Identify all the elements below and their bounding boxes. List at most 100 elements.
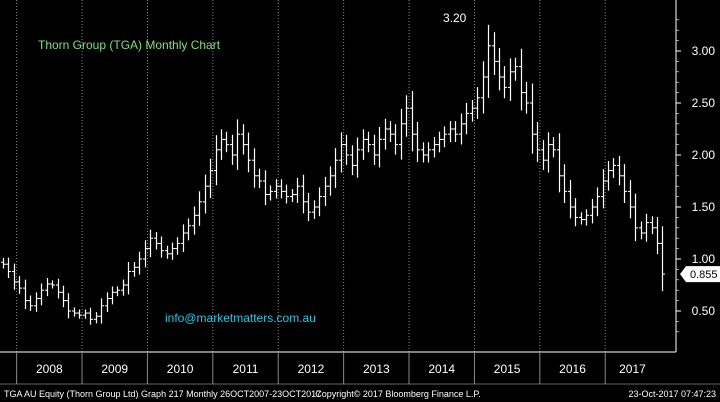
price-bar-Nov-2011 [268, 185, 273, 201]
price-bar-Oct-2013 [393, 124, 398, 155]
price-bar-Dec-2014 [470, 99, 475, 122]
price-bar-Feb-2013 [350, 145, 355, 176]
price-bar-Apr-2008 [34, 292, 39, 312]
price-bar-Apr-2015 [492, 32, 497, 76]
price-bar-Feb-2017 [611, 158, 616, 178]
price-bar-Oct-2014 [459, 113, 464, 145]
watermark-email: info@marketmatters.com.au [165, 311, 316, 325]
price-bar-Feb-2010 [154, 232, 159, 250]
price-bar-Nov-2012 [333, 148, 338, 188]
x-tick-label-2016: 2016 [559, 362, 586, 376]
price-bar-Mar-2017 [617, 155, 622, 186]
last-price-tag [680, 266, 720, 283]
price-bar-undefined [660, 226, 665, 292]
price-bar-Nov-2013 [399, 108, 404, 160]
price-bar-May-2010 [170, 242, 175, 260]
price-bar-Dec-2013 [404, 95, 409, 137]
price-bar-Oct-2016 [590, 198, 595, 224]
price-bar-May-2011 [235, 119, 240, 170]
price-bar-Jan-2015 [475, 87, 480, 119]
price-bar-May-2015 [497, 48, 502, 91]
price-bar-Jun-2014 [437, 131, 442, 153]
price-bar-Mar-2012 [290, 189, 295, 203]
price-bar-Jan-2017 [606, 161, 611, 191]
price-bar-Jul-2012 [312, 200, 317, 219]
price-bar-Apr-2009 [99, 298, 104, 324]
price-bar-Jan-2008 [17, 276, 22, 294]
price-bar-Jun-2010 [175, 237, 180, 255]
price-bar-Aug-2016 [579, 212, 584, 225]
price-bar-May-2008 [39, 283, 44, 306]
price-bar-May-2017 [628, 180, 633, 219]
x-axis-panel [0, 352, 720, 384]
price-bar-Mar-2009 [94, 312, 99, 324]
price-bar-Mar-2011 [224, 131, 229, 153]
price-bar-Nov-2014 [464, 102, 469, 135]
price-bar-Jan-2016 [541, 140, 546, 170]
price-bar-Sep-2011 [257, 168, 262, 189]
price-bar-Dec-2008 [77, 309, 82, 319]
y-tick-label: 1.00 [692, 252, 716, 266]
last-price-label: 0.855 [690, 269, 718, 281]
price-bar-Feb-2009 [88, 307, 93, 325]
y-tick-label: 1.50 [692, 200, 716, 214]
price-bar-Mar-2016 [551, 137, 556, 158]
price-bar-Jun-2016 [568, 180, 573, 219]
price-bar-Jun-2011 [241, 124, 246, 155]
price-bar-Jan-2012 [279, 179, 284, 199]
price-bar-Jun-2015 [502, 66, 507, 99]
price-bar-Aug-2013 [383, 118, 388, 150]
price-bar-Oct-2008 [66, 293, 71, 319]
x-tick-label-2010: 2010 [167, 362, 194, 376]
price-bar-Jul-2014 [442, 126, 447, 148]
price-bar-Mar-2014 [421, 142, 426, 163]
x-axis-year-labels: 2008 2009 2010 2011 2012 2013 2014 2015 2016 2017 [16, 352, 646, 384]
price-bar-Aug-2011 [252, 148, 257, 188]
price-bar-Jul-2009 [115, 286, 120, 297]
price-bar-Jun-2017 [633, 193, 638, 242]
price-bar-Nov-2009 [137, 251, 142, 275]
price-bar-May-2009 [105, 292, 110, 312]
price-bar-Feb-2014 [415, 121, 420, 163]
price-bar-Sep-2014 [453, 121, 458, 143]
y-axis-ticks: 0.50 1.00 1.50 2.00 2.50 3.00 [676, 19, 716, 333]
chart-title: Thorn Group (TGA) Monthly Chart [38, 38, 221, 52]
price-bar-Jan-2010 [148, 229, 153, 258]
price-bar-May-2013 [366, 131, 371, 153]
price-bar-Aug-2008 [56, 278, 61, 299]
y-tick-label: 2.50 [692, 96, 716, 110]
price-bar-Feb-2008 [23, 279, 28, 310]
price-bar-Feb-2011 [219, 129, 224, 160]
price-bar-May-2014 [432, 136, 437, 158]
price-bar-Dec-2009 [143, 240, 148, 268]
x-tick-label-2015: 2015 [494, 362, 521, 376]
price-bar-Jan-2014 [410, 91, 415, 152]
price-bar-Oct-2007 [1, 257, 6, 269]
price-bar-Dec-2011 [274, 179, 279, 199]
price-bar-Apr-2012 [295, 177, 300, 203]
price-bar-Oct-2012 [328, 166, 333, 196]
x-tick-label-2009: 2009 [101, 362, 128, 376]
price-bar-Mar-2015 [486, 24, 491, 98]
y-tick-label: 3.00 [692, 44, 716, 58]
price-bar-Nov-2016 [595, 187, 600, 217]
y-tick-label: 0.50 [692, 304, 716, 318]
footer-copyright: Copyright© 2017 Bloomberg Finance L.P. [315, 389, 481, 399]
price-bar-Sep-2009 [126, 262, 131, 295]
price-bars [1, 24, 665, 325]
price-bar-Oct-2015 [524, 81, 529, 114]
price-bar-Oct-2017 [655, 217, 660, 255]
price-bar-Jul-2015 [508, 58, 513, 101]
price-bar-Dec-2012 [339, 132, 344, 173]
x-tick-label-2014: 2014 [428, 362, 455, 376]
price-bar-Feb-2015 [481, 61, 486, 114]
price-bar-Jun-2008 [45, 278, 50, 297]
price-bar-Dec-2016 [601, 169, 606, 209]
price-bar-Dec-2010 [208, 158, 213, 199]
price-bar-Oct-2010 [197, 191, 202, 226]
price-bar-Aug-2012 [317, 187, 322, 217]
price-bar-Jun-2012 [306, 192, 311, 222]
price-bar-Sep-2008 [61, 285, 66, 308]
price-bar-Sep-2017 [650, 216, 655, 235]
